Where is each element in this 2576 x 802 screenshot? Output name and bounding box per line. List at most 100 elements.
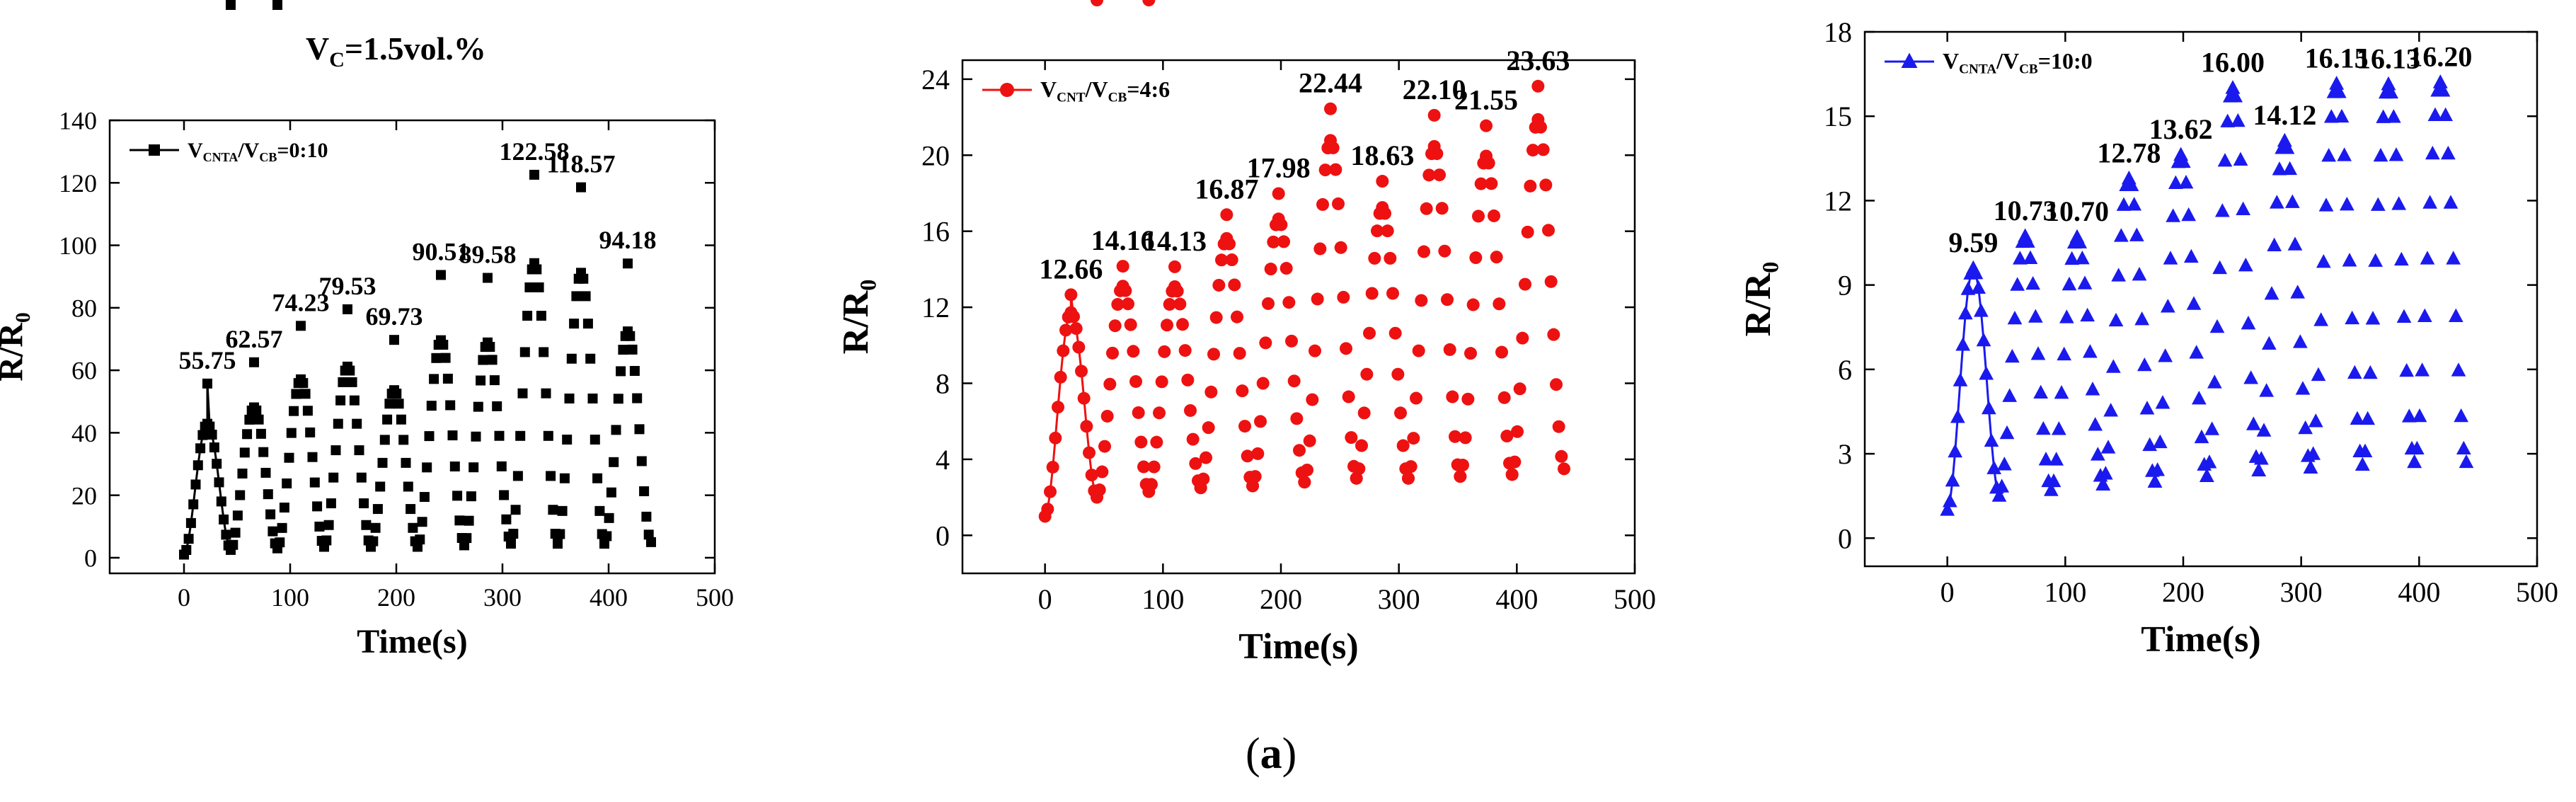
data-point [646, 537, 656, 547]
x-tick-label: 500 [696, 583, 734, 612]
data-point [375, 481, 386, 492]
data-point [1360, 367, 1374, 381]
data-point [2251, 462, 2267, 476]
data-point [1495, 345, 1508, 359]
data-point [2124, 177, 2139, 191]
data-point [1153, 406, 1166, 420]
data-point [1534, 120, 1547, 134]
data-point [2100, 440, 2116, 454]
x-tick-label: 300 [2280, 576, 2323, 608]
y-tick-label: 24 [921, 64, 950, 96]
data-point [188, 499, 199, 510]
peak-label: 122.58 [500, 137, 570, 166]
data-point [419, 492, 430, 503]
data-point [2228, 88, 2243, 103]
chart-cnta-cb-0-10: 0 100 200 300 400 500 0 20 40 60 80 100 120 140 Time(s… [0, 0, 734, 660]
series-line [183, 383, 230, 556]
data-point [1337, 290, 1350, 304]
legend-part: =0:10 [277, 139, 328, 162]
title-rest: =1.5vol.% [344, 30, 486, 67]
data-point [1558, 462, 1570, 476]
data-point [2451, 362, 2466, 377]
data-point [2422, 195, 2438, 209]
data-point [1500, 430, 1514, 443]
data-point [1420, 202, 1433, 215]
data-point [2002, 388, 2018, 402]
data-point [2025, 275, 2041, 290]
data-point [1052, 401, 1064, 414]
data-point [1046, 460, 1059, 474]
data-point [2057, 346, 2072, 361]
data-point [279, 503, 289, 513]
data-point [438, 340, 449, 350]
data-point [1427, 108, 1441, 122]
y-tick-label: 0 [936, 520, 950, 551]
data-point [587, 393, 598, 403]
title-main: V [306, 30, 330, 67]
data-point [1466, 298, 1480, 311]
data-point [2105, 359, 2121, 373]
data-point [352, 418, 362, 429]
data-point [2046, 473, 2062, 488]
data-point [2088, 417, 2103, 431]
data-point [372, 504, 383, 515]
data-point [1381, 224, 1394, 238]
data-point [2236, 201, 2251, 215]
legend-part: V [1943, 48, 1959, 74]
data-point [1945, 473, 1960, 487]
data-point [2264, 286, 2279, 300]
data-point [611, 425, 621, 435]
data-point [440, 353, 451, 363]
plot-frame [961, 59, 1636, 575]
data-point [300, 389, 311, 399]
chart-cnt-cb-4-6: 0 100 200 300 400 50004812162024Time(s)R/R012… [836, 0, 1656, 667]
data-point [2189, 345, 2204, 359]
data-point [524, 282, 535, 292]
data-point [1145, 478, 1158, 491]
data-point [242, 429, 253, 440]
x-tick-label: 100 [1142, 583, 1184, 615]
data-point [606, 487, 616, 498]
data-point [195, 443, 206, 454]
data-point [1363, 326, 1376, 340]
x-tick-label: 0 [1940, 576, 1955, 608]
data-point [1057, 344, 1070, 357]
y-axis-label: R/R0 [1738, 262, 1783, 337]
data-point [478, 355, 488, 365]
data-point [1454, 470, 1467, 483]
data-point [255, 428, 266, 439]
data-point [1285, 334, 1298, 348]
data-point [2113, 228, 2129, 242]
data-point [566, 353, 577, 364]
peak-label: 12.66 [1039, 253, 1103, 285]
data-point [1202, 421, 1215, 435]
data-point [1091, 0, 1103, 6]
peak-label: 22.10 [1403, 74, 1466, 105]
data-point [2399, 362, 2415, 377]
legend-marker [149, 144, 160, 156]
y-tick-label: 9 [1838, 270, 1852, 302]
peak-label: 16.00 [2201, 46, 2265, 78]
data-point [1340, 342, 1352, 355]
data-point [1493, 297, 1506, 311]
data-point [539, 347, 549, 357]
data-point [639, 486, 650, 497]
data-point [548, 505, 558, 515]
data-point [2432, 74, 2448, 88]
data-point [2074, 251, 2090, 265]
data-point [2033, 384, 2049, 399]
data-point [578, 273, 589, 284]
y-tick-label: 120 [59, 169, 97, 197]
y-tick-label: 140 [59, 107, 97, 135]
data-point [602, 531, 612, 542]
data-point [2012, 251, 2028, 265]
data-point [641, 511, 652, 522]
data-point [1231, 310, 1243, 323]
data-point [1223, 237, 1236, 251]
data-point [2269, 195, 2284, 209]
data-point [2313, 312, 2329, 326]
data-point [2241, 315, 2256, 330]
data-point [2095, 476, 2111, 491]
data-point [1355, 439, 1368, 452]
